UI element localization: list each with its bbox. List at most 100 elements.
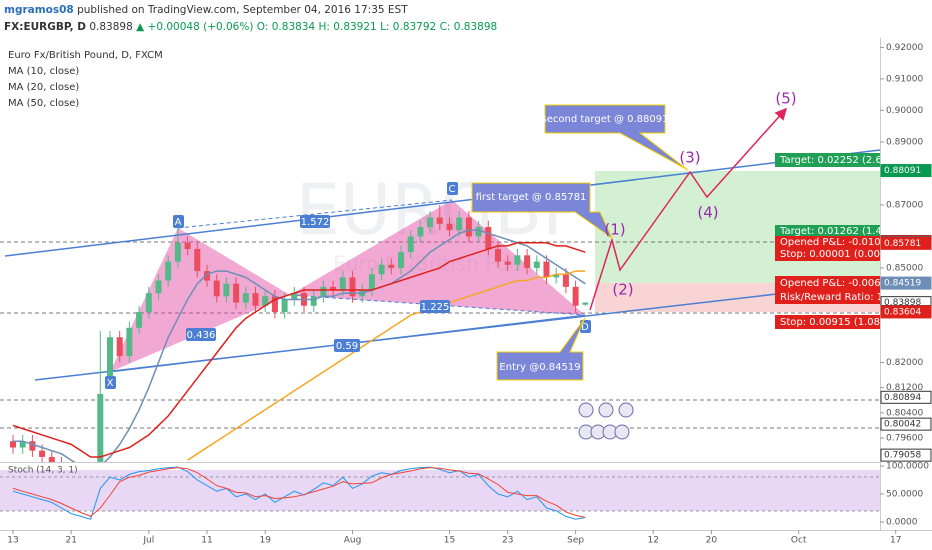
candle-body: [533, 261, 540, 268]
candle-body: [184, 242, 191, 250]
candle-body: [19, 441, 26, 448]
point-badge: [105, 376, 116, 389]
pattern-line: [177, 199, 453, 229]
fib-badge: [334, 339, 360, 352]
stoch-name: Stoch (14, 3, 1): [8, 466, 78, 476]
candle-body: [407, 236, 414, 253]
callout-text: Entry @0.84519: [499, 362, 580, 373]
ohlc: C: 0.83898: [440, 21, 498, 33]
y-tick-label: 0.87000: [886, 200, 923, 210]
y-tick-label: 0.91000: [886, 74, 923, 84]
fib-label: 0.59: [336, 341, 358, 352]
price-tag: [880, 164, 932, 178]
candle-body: [223, 283, 230, 297]
candle-body: [582, 302, 589, 305]
x-tick-label: 11: [201, 536, 212, 546]
candle-body: [339, 277, 346, 290]
price-tag: [880, 276, 932, 290]
pattern-bcd: [290, 200, 585, 315]
candle-body: [204, 271, 210, 281]
header-bg: [0, 0, 932, 38]
candle-body: [436, 217, 443, 224]
candle-body: [417, 226, 424, 237]
callout-text: first target @ 0.85781: [476, 192, 587, 203]
candle-body: [388, 264, 395, 268]
y-tick-label: 0.79600: [886, 434, 923, 444]
callout: [496, 317, 586, 381]
wave-label: (2): [612, 281, 633, 299]
candle-body: [271, 296, 278, 313]
y-tick-label: 0.81200: [886, 383, 923, 393]
price-tag-label: 0.80894: [884, 393, 921, 403]
wave-path: [589, 107, 788, 311]
candle-body: [165, 261, 172, 281]
y-tick-label: 0.85000: [886, 263, 923, 273]
y-tick-label: 50.0000: [886, 490, 923, 500]
stoch-line: [12, 466, 586, 520]
candle-body: [310, 296, 317, 306]
candle-body: [174, 242, 181, 262]
x-tick-label: 20: [706, 536, 718, 546]
candle-body: [446, 223, 453, 231]
wave-label: (5): [775, 90, 796, 108]
position-text: Opened P&L: -0.01041: [780, 237, 893, 248]
last: 0.83898: [89, 21, 132, 33]
candle-body: [252, 293, 259, 306]
price-tag-label: 0.79058: [884, 451, 921, 461]
position-text: Stop: 0.00001 (0.00%: [780, 249, 889, 260]
candle-body: [524, 255, 531, 268]
symbol: FX:EURGBP, D: [4, 21, 86, 33]
candle-body: [281, 299, 288, 313]
legend-entry: MA (50, close): [8, 98, 79, 109]
y-tick-label: 0.90000: [886, 106, 923, 116]
legend-entry: MA (20, close): [8, 82, 79, 93]
header-line: mgramos08 published on TradingView.com, …: [4, 4, 408, 16]
position-label: [775, 247, 880, 261]
price-tag-label: 0.80042: [884, 420, 921, 430]
candle-body: [136, 312, 143, 328]
candle-body: [504, 261, 511, 265]
candle-body: [572, 286, 579, 306]
callout-text: second target @ 0.88091: [542, 114, 669, 125]
y-tick-label: 0.0000: [886, 518, 918, 528]
candle-body: [126, 327, 133, 357]
x-tick-label: 12: [647, 536, 658, 546]
candle-body: [475, 226, 482, 237]
legend-entry: MA (10, close): [8, 66, 79, 77]
watermark-sub: Euro Fx/British Pound: [333, 252, 547, 276]
candle-body: [145, 293, 152, 313]
position-text: Opened P&L: -0.00621: [780, 278, 893, 289]
price-tag: [880, 390, 932, 404]
candle-body: [330, 286, 337, 290]
candle-body: [514, 255, 521, 265]
x-tick-label: Jul: [142, 536, 154, 546]
position-text: Stop: 0.00915 (1.08%: [780, 317, 889, 328]
fib-badge: [420, 300, 450, 313]
ohlc: H: 0.83921: [319, 21, 377, 33]
point-label: X: [107, 378, 114, 389]
x-tick-label: 15: [444, 536, 455, 546]
price-tag-label: 0.83604: [884, 307, 921, 317]
drawings: 1.572 0.436 1.225 0.59 X A C D second ta…: [105, 90, 898, 440]
y-tick-label: 0.80400: [886, 408, 923, 418]
candle-body: [485, 226, 492, 250]
change: ▲ +0.00048 (+0.06%): [136, 21, 253, 33]
wave-label: (4): [697, 204, 718, 222]
position-text: Target: 0.02252 (2.62%: [779, 155, 898, 166]
wave-label: (1): [604, 221, 625, 239]
stoch-band: [0, 470, 880, 511]
candle-body: [562, 274, 569, 287]
ma-line: [187, 270, 586, 461]
price-tag-label: 0.84519: [884, 279, 921, 289]
point-label: D: [581, 322, 589, 333]
fib-label: 0.436: [187, 330, 216, 341]
author: mgramos08: [4, 4, 74, 16]
fib-label: 1.225: [421, 302, 450, 313]
candle-body: [10, 441, 16, 448]
candle-body: [155, 280, 162, 294]
callout: [471, 182, 614, 240]
position-label: [775, 290, 880, 304]
stoch-line: [12, 467, 586, 519]
x-tick-label: Aug: [344, 536, 362, 546]
